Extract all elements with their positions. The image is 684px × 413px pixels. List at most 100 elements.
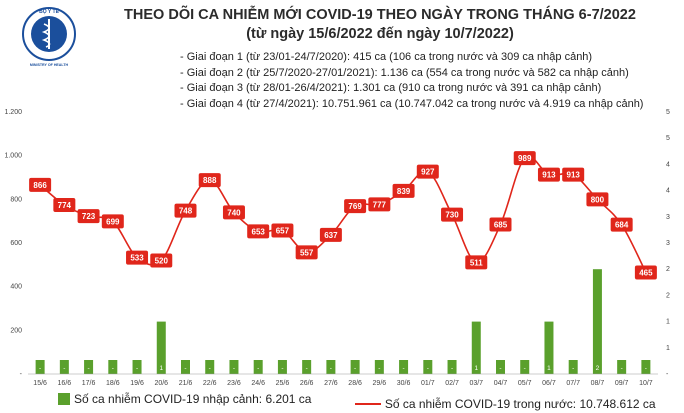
bar-label: - — [499, 365, 501, 372]
x-tick-label: 19/6 — [130, 380, 144, 387]
legend-swatch-line — [354, 403, 381, 405]
bar-label: - — [427, 365, 429, 372]
point-label: 748 — [179, 207, 193, 216]
x-tick-label: 05/7 — [518, 380, 532, 387]
bar-label: - — [233, 365, 235, 372]
point-label-bg — [441, 207, 464, 222]
bar-label: - — [524, 365, 526, 372]
legend-label-line: Số ca nhiễm COVID-19 trong nước: 10.748.… — [384, 397, 656, 411]
x-tick-label: 21/6 — [179, 380, 193, 387]
y-right-tick: 2 — [666, 292, 670, 299]
x-tick-label: 30/6 — [397, 380, 411, 387]
y-right-tick: 1 — [666, 345, 670, 352]
y-left-tick: 1.000 — [4, 153, 22, 160]
point-label-bg — [222, 205, 245, 220]
x-tick-label: 02/7 — [445, 380, 459, 387]
point-label-bg — [198, 173, 221, 188]
point-label: 557 — [300, 248, 314, 257]
y-right-tick: 5 — [666, 109, 670, 116]
point-label: 520 — [155, 256, 169, 265]
y-right-tick: 3 — [666, 214, 670, 221]
bar-label: - — [257, 365, 259, 372]
point-label-bg — [150, 253, 173, 268]
x-tick-label: 10/7 — [639, 380, 653, 387]
title-line-1: THEO DÕI CA NHIỄM MỚI COVID-19 THEO NGÀY… — [124, 7, 636, 23]
bar — [592, 269, 602, 374]
point-label: 657 — [276, 227, 290, 236]
bar — [544, 321, 554, 374]
bar — [35, 360, 45, 374]
logo-text: BỘ Y TẾ — [39, 7, 59, 15]
point-label-bg — [465, 255, 488, 270]
point-label: 769 — [348, 202, 362, 211]
point-label-bg — [319, 227, 342, 242]
bar — [496, 360, 505, 374]
legend-item-line: Số ca nhiễm COVID-19 trong nước: 10.748.… — [354, 397, 656, 411]
point-label: 685 — [494, 220, 508, 229]
point-label-bg — [368, 197, 391, 212]
x-tick-label: 08/7 — [591, 380, 605, 387]
x-axis: 15/6 16/6 17/6 18/6 19/6 20/6 21/6 22/6 23/6 24/6… — [28, 373, 658, 387]
bar — [350, 360, 360, 374]
logo-subtext: MINISTRY OF HEALTH — [30, 63, 69, 67]
bar-label: - — [354, 365, 356, 372]
line-series: 866 774 723 699 533 520 748 888 740 653 657 557 637 7… — [29, 151, 657, 280]
point-label: 888 — [203, 176, 217, 185]
bar-label: - — [184, 365, 186, 372]
point-label: 927 — [421, 168, 435, 177]
bar-label: 1 — [547, 365, 551, 372]
chart-title: THEO DÕI CA NHIỄM MỚI COVID-19 THEO NGÀY… — [120, 6, 640, 44]
bar-label: - — [39, 365, 41, 372]
legend: Số ca nhiễm COVID-19 nhập cảnh: 6.201 ca… — [58, 392, 684, 411]
bar — [374, 360, 384, 374]
x-tick-label: 27/6 — [324, 380, 338, 387]
x-tick-label: 04/7 — [494, 380, 508, 387]
y-right-tick: - — [666, 371, 669, 378]
point-label-bg — [513, 151, 536, 166]
bar — [156, 321, 166, 374]
point-label-bg — [634, 265, 657, 280]
point-label: 989 — [518, 154, 532, 163]
bar — [59, 360, 69, 374]
bar — [471, 321, 481, 374]
point-label-bg — [416, 164, 439, 179]
point-label: 913 — [542, 171, 556, 180]
x-tick-label: 15/6 — [33, 380, 47, 387]
x-tick-label: 22/6 — [203, 380, 217, 387]
point-label-bg — [610, 217, 633, 232]
bar — [229, 360, 239, 374]
x-tick-label: 24/6 — [251, 380, 265, 387]
bar — [205, 360, 215, 374]
legend-swatch-bars — [58, 393, 70, 405]
point-label: 637 — [324, 231, 338, 240]
point-label: 800 — [591, 195, 605, 204]
y-right-tick: 4 — [666, 161, 670, 168]
point-label: 730 — [445, 211, 459, 220]
phase-1: - Giai đoạn 1 (từ 23/01-24/7/2020): 415 … — [180, 51, 593, 63]
point-label: 653 — [252, 227, 266, 236]
y-axis-left: - 200 400 600 800 1.000 1.200 — [4, 109, 22, 378]
phase-4: - Giai đoạn 4 (từ 27/4/2021): 10.751.961… — [180, 97, 644, 110]
legend-label-bars: Số ca nhiễm COVID-19 nhập cảnh: 6.201 ca — [74, 392, 312, 406]
point-label: 740 — [227, 208, 241, 217]
bar-label: - — [209, 365, 211, 372]
bar — [520, 360, 530, 374]
point-label: 866 — [33, 181, 47, 190]
x-tick-label: 29/6 — [373, 380, 387, 387]
x-tick-label: 28/6 — [348, 380, 362, 387]
bar — [423, 360, 433, 374]
bar-label: 1 — [474, 365, 478, 372]
y-left-tick: 1.200 — [4, 109, 22, 116]
x-tick-label: 18/6 — [106, 380, 120, 387]
bar-label: - — [645, 365, 647, 372]
point-label: 723 — [82, 212, 96, 221]
point-label-bg — [53, 198, 76, 213]
point-label: 839 — [397, 187, 411, 196]
y-left-tick: 200 — [10, 327, 22, 334]
point-label-bg — [489, 217, 512, 232]
bar-label: - — [87, 365, 89, 372]
x-tick-label: 06/7 — [542, 380, 556, 387]
y-left-tick: - — [20, 371, 23, 378]
x-tick-label: 26/6 — [300, 380, 314, 387]
bar — [181, 360, 190, 374]
